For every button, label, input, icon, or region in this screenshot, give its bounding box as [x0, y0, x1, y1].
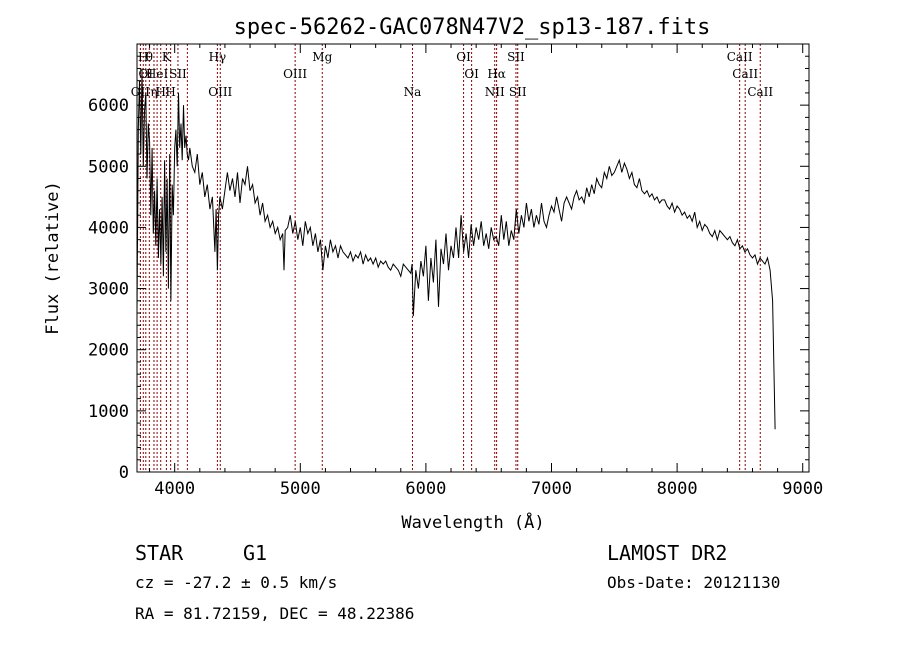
line-marker-label-15: Na	[404, 85, 422, 99]
line-marker-label-1: H	[138, 50, 148, 64]
line-marker-label-9: SII	[169, 67, 187, 81]
plot-frame	[136, 43, 810, 473]
line-marker-label-7: K	[162, 50, 172, 64]
y-tick-label-3: 3000	[88, 280, 129, 300]
y-tick-label-1: 1000	[88, 402, 129, 422]
x-tick-label-5: 9000	[782, 479, 823, 499]
survey-name: LAMOST DR2	[607, 541, 727, 565]
line-marker-label-20: SII	[507, 50, 525, 64]
axis-tick-labels: 4000 5000 6000 7000 8000 9000 0 1000 2000 3000 400…	[88, 96, 823, 499]
line-marker-label-14: Mg	[312, 50, 332, 64]
line-marker-label-12: OIII	[208, 85, 232, 99]
line-marker-label-8: H	[165, 85, 175, 99]
object-class: STAR	[135, 541, 184, 565]
line-marker-label-18: NII	[485, 85, 505, 99]
y-tick-label-0: 0	[119, 463, 129, 483]
line-marker-label-6: H	[156, 85, 166, 99]
x-tick-label-0: 4000	[154, 479, 195, 499]
x-tick-label-4: 8000	[657, 479, 698, 499]
axis-ticks	[137, 44, 809, 473]
x-tick-label-2: 6000	[405, 479, 446, 499]
coords-text: RA = 81.72159, DEC = 48.22386	[135, 604, 414, 623]
line-marker-label-4: η	[150, 85, 157, 99]
line-marker-label-21: SII	[509, 85, 527, 99]
line-marker-label-23: CaII	[732, 67, 758, 81]
object-subclass: G1	[243, 541, 267, 565]
line-marker-label-13: OIII	[283, 67, 307, 81]
line-marker-label-22: CaII	[727, 50, 753, 64]
chart-title: spec-56262-GAC078N47V2_sp13-187.fits	[234, 15, 711, 40]
line-marker-labels: OIIHOIθηHeIHKHSIIHγOIIIOIIIMgNaOIOINIIHα…	[131, 50, 774, 99]
line-marker-label-0: OII	[131, 85, 151, 99]
y-tick-label-2: 2000	[88, 341, 129, 361]
line-marker-label-16: OI	[456, 50, 471, 64]
y-tick-label-4: 4000	[88, 218, 129, 238]
line-marker-label-17: OI	[464, 67, 479, 81]
obs-date-text: Obs-Date: 20121130	[607, 573, 780, 592]
y-tick-label-6: 6000	[88, 96, 129, 116]
redshift-text: cz = -27.2 ± 0.5 km/s	[135, 573, 337, 592]
x-tick-label-3: 7000	[531, 479, 572, 499]
line-markers	[139, 44, 761, 472]
line-marker-label-11: Hγ	[209, 50, 227, 64]
x-tick-label-1: 5000	[280, 479, 321, 499]
line-marker-label-24: CaII	[747, 85, 773, 99]
line-marker-label-5: HeI	[146, 67, 169, 81]
line-marker-label-19: Hα	[487, 67, 506, 81]
y-tick-label-5: 5000	[88, 157, 129, 177]
spectrum-line	[136, 68, 776, 430]
y-axis-label: Flux (relative)	[43, 181, 63, 335]
x-axis-label: Wavelength (Å)	[401, 511, 544, 533]
line-marker-label-3: θ	[146, 50, 153, 64]
